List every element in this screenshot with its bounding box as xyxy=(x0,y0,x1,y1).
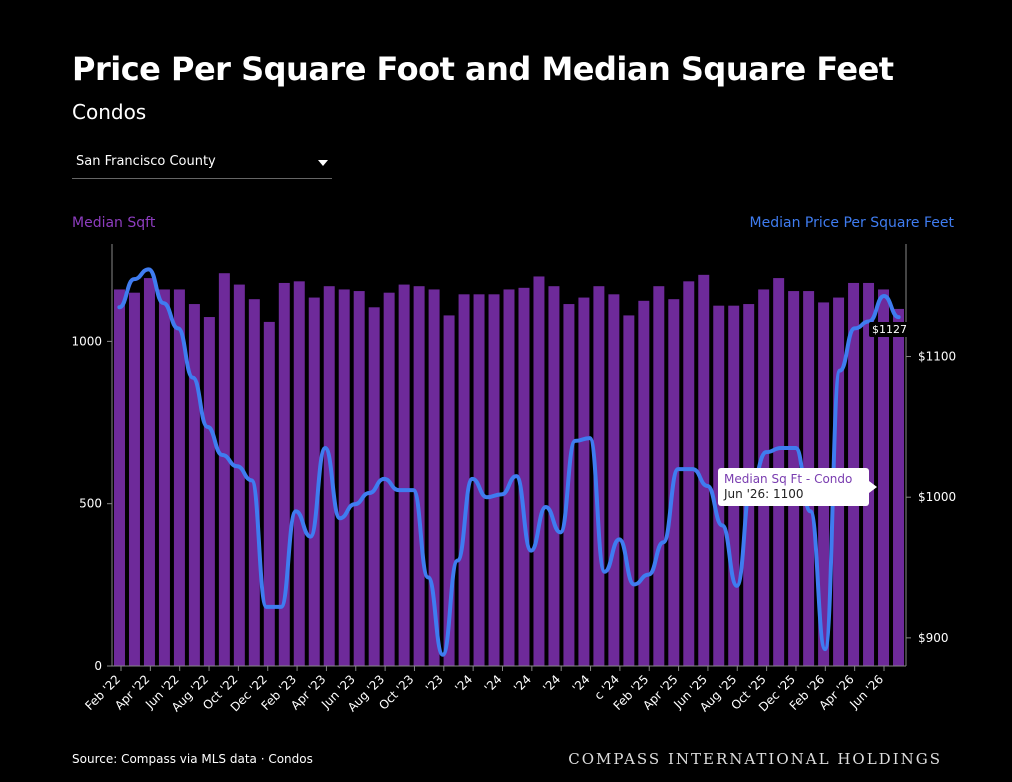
bar-20[interactable] xyxy=(413,286,425,666)
bar-11[interactable] xyxy=(278,282,290,666)
bar-36[interactable] xyxy=(653,286,665,666)
bar-51[interactable] xyxy=(878,289,890,666)
chevron-down-icon[interactable] xyxy=(318,160,328,166)
bar-16[interactable] xyxy=(353,291,365,666)
bar-14[interactable] xyxy=(323,286,335,666)
bar-27[interactable] xyxy=(518,287,530,666)
brand-logo: COMPASS INTERNATIONAL HOLDINGS xyxy=(568,750,942,768)
bar-28[interactable] xyxy=(533,276,545,666)
bar-0[interactable] xyxy=(114,289,125,666)
x-tick-12: '24 xyxy=(452,672,475,695)
region-dropdown-value: San Francisco County xyxy=(76,154,216,169)
bar-24[interactable] xyxy=(473,294,485,666)
right-tick-2: $1100 xyxy=(918,350,956,364)
bar-32[interactable] xyxy=(593,286,605,666)
bar-2[interactable] xyxy=(143,278,155,666)
tooltip-series: Median Sq Ft - Condo xyxy=(724,472,853,486)
bar-52[interactable] xyxy=(893,308,904,666)
x-tick-11: '23 xyxy=(423,672,446,695)
bar-1[interactable] xyxy=(128,292,140,666)
bar-31[interactable] xyxy=(578,297,590,666)
bar-25[interactable] xyxy=(488,294,500,666)
bar-23[interactable] xyxy=(458,294,470,666)
x-tick-14: '24 xyxy=(511,672,534,695)
page-title: Price Per Square Foot and Median Square … xyxy=(72,50,894,88)
bar-6[interactable] xyxy=(203,317,215,666)
bar-13[interactable] xyxy=(308,297,320,666)
bar-10[interactable] xyxy=(263,321,275,666)
x-tick-15: '24 xyxy=(540,672,563,695)
bar-26[interactable] xyxy=(503,289,515,666)
bar-22[interactable] xyxy=(443,315,455,666)
region-dropdown[interactable]: San Francisco County xyxy=(72,150,332,179)
price-per-sqft-line xyxy=(117,267,901,657)
x-tick-13: '24 xyxy=(482,672,505,695)
bar-5[interactable] xyxy=(188,304,200,666)
left-tick-0: 0 xyxy=(94,659,102,673)
bar-34[interactable] xyxy=(623,315,635,666)
latest-price-pin: $1127 xyxy=(869,322,910,337)
x-tick-16: '24 xyxy=(570,672,593,695)
right-tick-0: $900 xyxy=(918,631,949,645)
bar-35[interactable] xyxy=(638,300,650,666)
bar-3[interactable] xyxy=(158,289,170,666)
bar-38[interactable] xyxy=(683,281,695,666)
bar-7[interactable] xyxy=(218,273,230,666)
bar-29[interactable] xyxy=(548,286,560,666)
tooltip-value: Jun '26: 1100 xyxy=(724,487,804,501)
right-tick-1: $1000 xyxy=(918,490,956,504)
bar-12[interactable] xyxy=(293,281,305,666)
left-axis-legend: Median Sqft xyxy=(72,215,156,231)
bar-19[interactable] xyxy=(398,284,410,666)
left-tick-2: 1000 xyxy=(71,334,102,348)
right-axis-legend: Median Price Per Square Feet xyxy=(749,215,954,231)
left-tick-1: 500 xyxy=(79,497,102,511)
bar-21[interactable] xyxy=(428,289,440,666)
source-note: Source: Compass via MLS data · Condos xyxy=(72,752,313,766)
bar-33[interactable] xyxy=(608,294,620,666)
tooltip: Median Sq Ft - Condo Jun '26: 1100 xyxy=(718,468,877,506)
bar-15[interactable] xyxy=(338,289,350,666)
bar-39[interactable] xyxy=(698,274,710,666)
bar-4[interactable] xyxy=(173,289,185,666)
page-subtitle: Condos xyxy=(72,100,147,124)
bar-8[interactable] xyxy=(233,284,245,666)
